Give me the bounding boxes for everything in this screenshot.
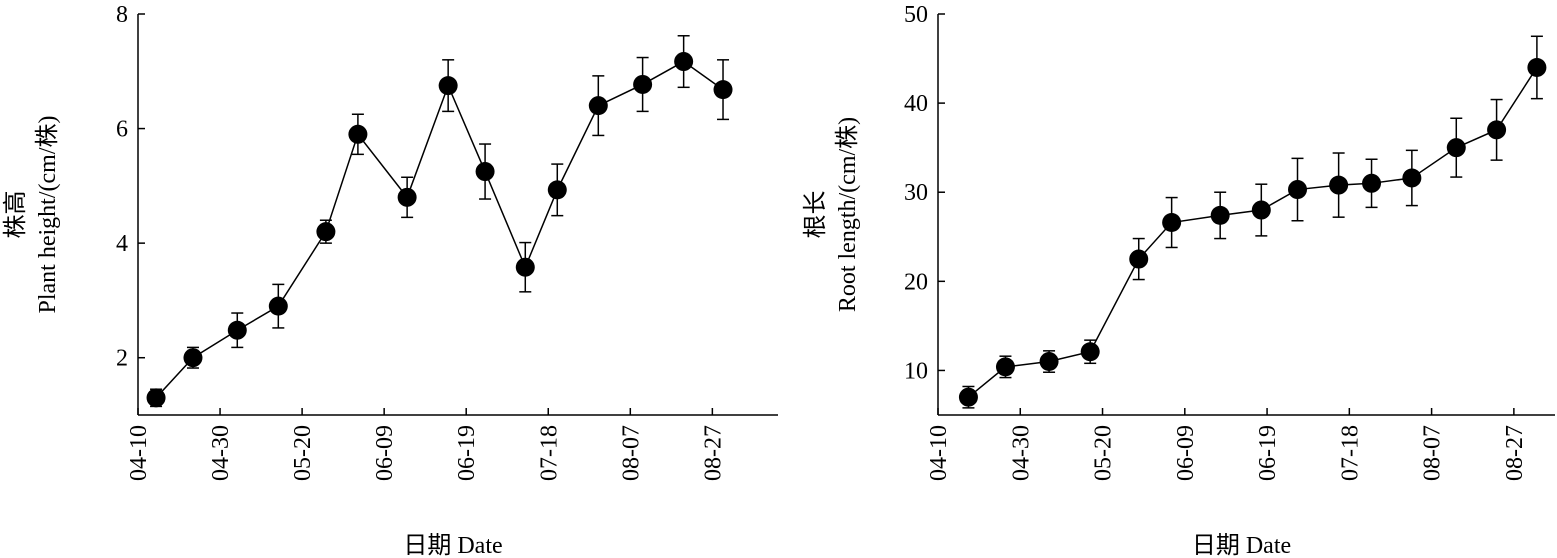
y-tick-label: 10 bbox=[904, 358, 928, 384]
x-tick-label: 08-07 bbox=[1420, 425, 1446, 481]
data-point bbox=[633, 74, 653, 94]
data-point bbox=[995, 357, 1015, 377]
data-point bbox=[1210, 205, 1230, 225]
y-tick-label: 50 bbox=[904, 2, 928, 28]
data-point bbox=[1129, 249, 1149, 269]
data-point bbox=[397, 187, 417, 207]
y-axis-label: Root length/(cm/株) bbox=[834, 117, 861, 312]
x-tick-label: 07-18 bbox=[536, 425, 562, 481]
x-tick-label: 04-30 bbox=[1008, 425, 1034, 481]
data-point bbox=[268, 296, 288, 316]
y-tick-label: 4 bbox=[116, 231, 128, 257]
data-point bbox=[183, 348, 203, 368]
y-tick-label: 20 bbox=[904, 269, 928, 295]
data-point bbox=[438, 76, 458, 96]
data-point bbox=[958, 387, 978, 407]
x-tick-label: 05-20 bbox=[290, 425, 316, 481]
x-tick-label: 08-07 bbox=[618, 425, 644, 481]
data-point bbox=[348, 124, 368, 144]
data-point bbox=[1329, 175, 1349, 195]
x-tick-label: 06-09 bbox=[1173, 425, 1199, 481]
y-tick-label: 8 bbox=[116, 2, 128, 28]
data-point bbox=[1080, 342, 1100, 362]
data-point bbox=[547, 180, 567, 200]
x-tick-label: 08-27 bbox=[1502, 425, 1528, 481]
data-point bbox=[1446, 138, 1466, 158]
data-point bbox=[1288, 180, 1308, 200]
y-tick-label: 6 bbox=[116, 117, 128, 143]
data-point bbox=[1362, 173, 1382, 193]
y-tick-label: 40 bbox=[904, 91, 928, 117]
data-point bbox=[1527, 57, 1547, 77]
y-axis-label: 根长 bbox=[802, 191, 829, 239]
data-point bbox=[316, 222, 336, 242]
data-point bbox=[1162, 213, 1182, 233]
x-axis-label: 日期 Date bbox=[403, 533, 502, 558]
data-point bbox=[146, 388, 166, 408]
x-tick-label: 04-10 bbox=[126, 425, 152, 481]
y-axis-label: 株高 bbox=[2, 191, 29, 239]
x-tick-label: 04-10 bbox=[926, 425, 952, 481]
series-line bbox=[967, 67, 1538, 398]
data-point bbox=[1487, 120, 1507, 140]
x-tick-label: 04-30 bbox=[208, 425, 234, 481]
y-tick-label: 2 bbox=[116, 346, 128, 372]
data-point bbox=[713, 80, 733, 100]
y-axis-label: Plant height/(cm/株) bbox=[34, 116, 61, 314]
x-axis-label: 日期 Date bbox=[1192, 533, 1291, 558]
data-point bbox=[475, 162, 495, 182]
data-point bbox=[1039, 352, 1059, 372]
data-point bbox=[515, 257, 535, 277]
data-point bbox=[588, 96, 608, 116]
data-point bbox=[674, 52, 694, 72]
x-tick-label: 05-20 bbox=[1091, 425, 1117, 481]
x-tick-label: 06-19 bbox=[1255, 425, 1281, 481]
data-point bbox=[1402, 168, 1422, 188]
x-tick-label: 06-09 bbox=[372, 425, 398, 481]
data-point bbox=[227, 320, 247, 340]
x-tick-label: 08-27 bbox=[700, 425, 726, 481]
x-tick-label: 07-18 bbox=[1337, 425, 1363, 481]
data-point bbox=[1251, 200, 1271, 220]
y-tick-label: 30 bbox=[904, 180, 928, 206]
chart: 2 4 6 8 04-10 04-30 05-20 06-09 06-19 07-18 08-07 0… bbox=[2, 2, 778, 558]
x-tick-label: 06-19 bbox=[454, 425, 480, 481]
chart: 10 20 30 40 50 04-10 04-30 05-20 06-09 06-19 07-18… bbox=[802, 2, 1555, 558]
